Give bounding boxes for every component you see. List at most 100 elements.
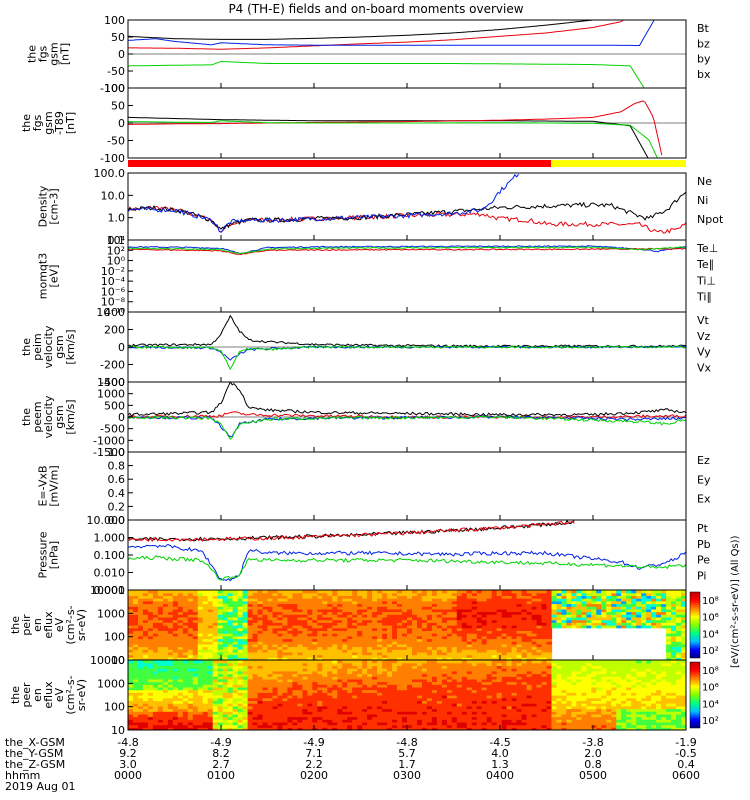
legend-entry: Vz	[697, 330, 711, 343]
spectrogram-cell	[387, 592, 393, 596]
spectrogram-cell	[426, 665, 433, 669]
spectrogram-cell	[157, 657, 164, 660]
spectrogram-cell	[421, 670, 428, 675]
spectrogram-cell	[337, 681, 343, 685]
spectrogram-cell	[187, 598, 194, 602]
spectrogram-cell	[402, 590, 408, 594]
spectrogram-cell	[521, 684, 528, 688]
y-tick-label: 0.2	[108, 500, 126, 513]
spectrogram-cell	[332, 603, 338, 607]
spectrogram-cell	[491, 708, 498, 712]
spectrogram-cell	[596, 600, 602, 605]
spectrogram-cell	[167, 606, 174, 610]
spectrogram-cell	[486, 689, 493, 693]
spectrogram-cell	[491, 673, 498, 677]
spectrogram-cell	[302, 603, 308, 607]
spectrogram-cell	[516, 676, 523, 680]
spectrogram-cell	[466, 724, 473, 728]
spectrogram-cell	[207, 668, 214, 672]
spectrogram-cell	[441, 592, 448, 596]
spectrogram-cell	[272, 711, 279, 715]
spectrogram-cell	[426, 681, 433, 685]
spectrogram-cell	[142, 643, 149, 648]
spectrogram-cell	[267, 676, 274, 680]
spectrogram-cell	[217, 721, 224, 726]
spectrogram-cell	[491, 616, 498, 621]
spectrogram-cell	[476, 670, 483, 675]
spectrogram-cell	[501, 662, 508, 666]
spectrogram-cell	[337, 721, 343, 726]
spectrogram-cell	[506, 695, 513, 699]
spectrogram-cell	[297, 676, 303, 680]
spectrogram-cell	[297, 670, 303, 675]
spectrogram-cell	[491, 622, 498, 626]
spectrogram-cell	[402, 651, 408, 656]
spectrogram-cell	[426, 638, 433, 642]
spectrogram-cell	[656, 614, 662, 618]
spectrogram-cell	[337, 719, 343, 723]
spectrogram-cell	[347, 633, 353, 637]
spectrogram-cell	[377, 721, 383, 726]
spectrogram-cell	[307, 695, 313, 699]
spectrogram-cell	[133, 719, 139, 723]
y-tick-label: -500	[100, 423, 125, 436]
spectrogram-cell	[192, 721, 199, 726]
spectrogram-cell	[382, 727, 388, 730]
spectrogram-cell	[217, 719, 224, 723]
spectrogram-cell	[412, 608, 418, 613]
spectrogram-cell	[307, 627, 313, 631]
spectrogram-cell	[496, 700, 503, 704]
spectrogram-cell	[521, 600, 528, 605]
spectrogram-cell	[441, 649, 448, 653]
spectrogram-cell	[237, 711, 244, 715]
spectrogram-cell	[138, 689, 144, 693]
spectrogram-cell	[436, 670, 443, 675]
spectrogram-cell	[232, 630, 239, 634]
spectrogram-cell	[277, 600, 284, 605]
spectrogram-cell	[332, 611, 338, 615]
spectrogram-cell	[322, 590, 328, 594]
spectrogram-cell	[307, 676, 313, 680]
spectrogram-cell	[152, 695, 159, 699]
spectrogram-cell	[147, 630, 154, 634]
spectrogram-cell	[461, 678, 468, 683]
spectrogram-cell	[571, 616, 577, 621]
spectrogram-cell	[207, 684, 214, 688]
spectrogram-cell	[397, 635, 403, 640]
spectrogram-cell	[611, 622, 617, 626]
spectrogram-cell	[541, 635, 548, 640]
spectrogram-cell	[302, 716, 308, 720]
spectrogram-cell	[302, 727, 308, 730]
spectrogram-cell	[202, 590, 209, 594]
spectrogram-cell	[382, 716, 388, 720]
spectrogram-cell	[147, 614, 154, 618]
spectrogram-cell	[471, 595, 478, 599]
spectrogram-cell	[317, 678, 323, 683]
spectrogram-cell	[187, 713, 194, 718]
spectrogram-cell	[247, 627, 254, 631]
spectrogram-cell	[128, 630, 134, 634]
spectrogram-cell	[516, 716, 523, 720]
spectrogram-cell	[417, 724, 423, 728]
spectrogram-cell	[292, 721, 298, 726]
spectrogram-cell	[342, 641, 348, 645]
spectrogram-cell	[456, 590, 463, 594]
spectrogram-cell	[402, 684, 408, 688]
spectrogram-cell	[287, 603, 293, 607]
spectrogram-cell	[172, 608, 179, 613]
spectrogram-cell	[426, 603, 433, 607]
spectrogram-cell	[142, 603, 149, 607]
spectrogram-cell	[466, 654, 473, 658]
spectrogram-cell	[591, 614, 597, 618]
spectrogram-cell	[242, 616, 249, 621]
spectrogram-cell	[421, 681, 428, 685]
spectrogram-cell	[476, 716, 483, 720]
spectrogram-cell	[436, 676, 443, 680]
spectrogram-cell	[292, 603, 298, 607]
spectrogram-cell	[292, 638, 298, 642]
spectrogram-cell	[342, 649, 348, 653]
spectrogram-cell	[357, 651, 363, 656]
spectrogram-cell	[486, 616, 493, 621]
spectrogram-cell	[392, 603, 398, 607]
spectrogram-cell	[451, 724, 458, 728]
